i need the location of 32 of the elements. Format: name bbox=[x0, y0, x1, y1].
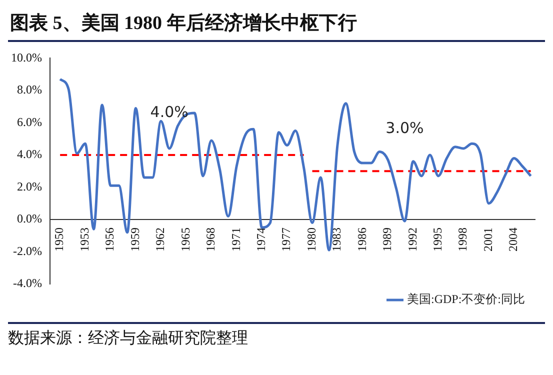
source-note: 数据来源：经济与金融研究院整理 bbox=[8, 328, 249, 349]
y-tick-label: 6.0% bbox=[16, 114, 42, 129]
x-tick-label: 1995 bbox=[430, 227, 444, 252]
annotation: 4.0% bbox=[150, 102, 188, 121]
x-tick-label: 1974 bbox=[254, 227, 268, 252]
x-tick-label: 1998 bbox=[456, 227, 470, 252]
y-tick-label: 8.0% bbox=[16, 82, 42, 97]
x-tick-label: 2001 bbox=[480, 227, 495, 252]
y-tick-label: -2.0% bbox=[12, 244, 42, 258]
y-tick-label: 0.0% bbox=[16, 212, 42, 226]
x-tick-label: 1962 bbox=[153, 227, 168, 252]
y-tick-label: -4.0% bbox=[12, 276, 42, 290]
x-tick-label: 1986 bbox=[354, 227, 369, 252]
legend-label: 美国:GDP:不变价:同比 bbox=[406, 292, 526, 306]
x-tick-label: 1971 bbox=[228, 227, 243, 252]
chart-title: 图表 5、美国 1980 年后经济增长中枢下行 bbox=[8, 8, 545, 42]
x-tick-label: 2004 bbox=[506, 227, 520, 252]
x-tick-label: 1953 bbox=[77, 227, 92, 252]
x-tick-label: 1950 bbox=[52, 227, 66, 252]
x-tick-label: 1980 bbox=[304, 227, 318, 252]
y-tick-label: 4.0% bbox=[16, 147, 42, 162]
x-tick-label: 1977 bbox=[279, 227, 294, 252]
x-tick-label: 1989 bbox=[380, 227, 394, 252]
y-tick-label: 10.0% bbox=[10, 50, 42, 64]
x-tick-label: 1965 bbox=[178, 227, 192, 252]
annotation: 3.0% bbox=[386, 118, 424, 137]
x-tick-label: 1959 bbox=[128, 227, 142, 252]
y-tick-label: 2.0% bbox=[16, 179, 42, 194]
x-tick-label: 1956 bbox=[102, 227, 117, 252]
x-tick-label: 1983 bbox=[330, 227, 344, 252]
x-tick-label: 1992 bbox=[405, 227, 420, 252]
x-tick-label: 1968 bbox=[204, 227, 218, 252]
